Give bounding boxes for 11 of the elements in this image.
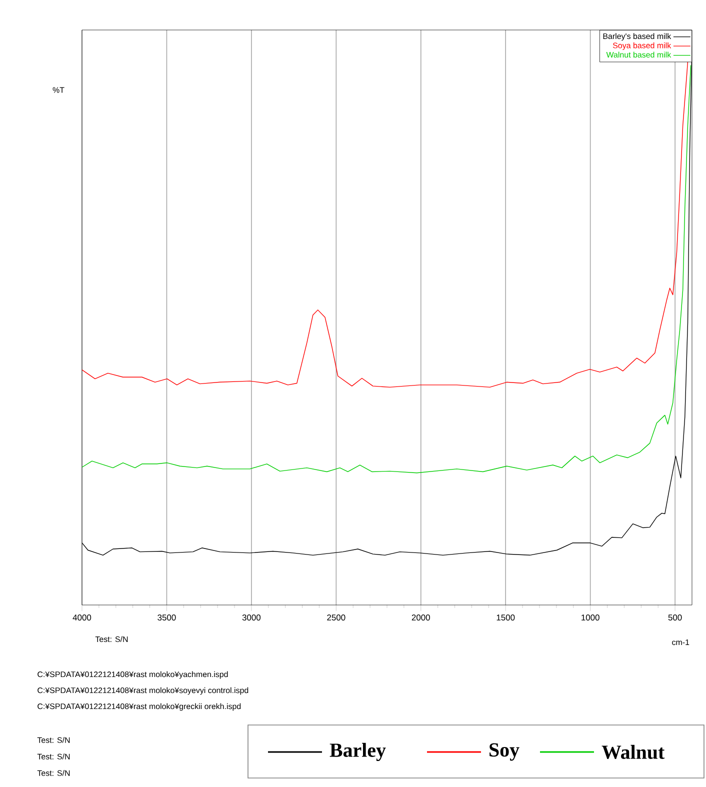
x-tick-label: 500 bbox=[668, 614, 682, 620]
x-tick-label: 1500 bbox=[496, 614, 515, 620]
x-tick-label: 1000 bbox=[582, 614, 600, 620]
x-tick-label: 4000 bbox=[72, 614, 92, 620]
x-tick-label: 2500 bbox=[327, 614, 346, 620]
x-tick-label: 3000 bbox=[242, 614, 261, 620]
text: Soy bbox=[490, 743, 520, 761]
x-tick-label: 2000 bbox=[412, 614, 430, 620]
x-tick-label: 3500 bbox=[158, 614, 176, 620]
text: Barley bbox=[330, 742, 386, 762]
text: Walnut bbox=[602, 744, 665, 760]
